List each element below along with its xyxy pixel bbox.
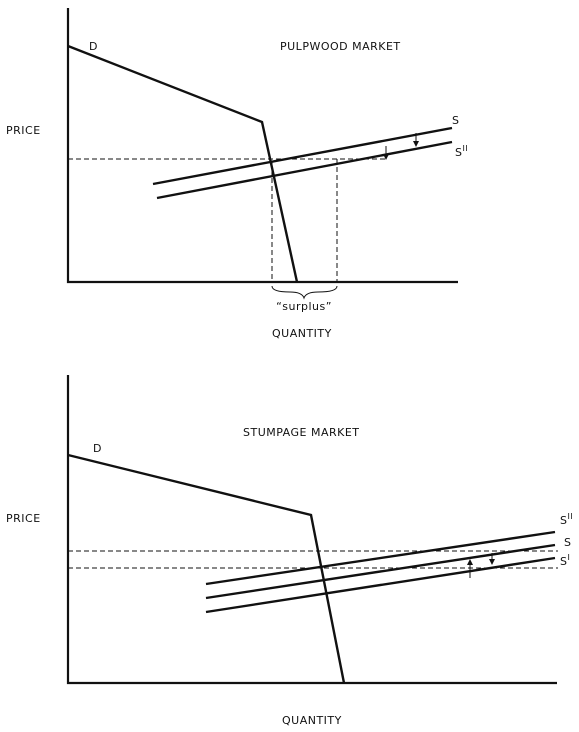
- curve-label-base: S: [455, 146, 462, 159]
- stumpage-panel: D STUMPAGE MARKET PRICE SII S SI QUANTIT…: [6, 375, 573, 727]
- curve-label-sup: I: [567, 553, 570, 562]
- y-label: PRICE: [6, 512, 41, 525]
- x-label: QUANTITY: [282, 714, 342, 727]
- curve-label-base: S: [560, 555, 567, 568]
- curve-label: SI: [560, 553, 570, 568]
- supply-curve: [205, 543, 556, 600]
- supply-curve-shifted: [156, 140, 453, 200]
- axes: [66, 375, 557, 685]
- axes: [66, 8, 458, 284]
- y-label: PRICE: [6, 124, 41, 137]
- supply-curve-down: [205, 556, 556, 614]
- curve-label: S: [564, 536, 571, 549]
- pulpwood-panel: D PULPWOOD MARKET PRICE S SII “surplus” …: [6, 8, 468, 340]
- curve-label: SII: [560, 512, 573, 527]
- demand-curve: [67, 44, 299, 283]
- demand-curve: [67, 453, 346, 684]
- annotation: “surplus”: [276, 300, 332, 313]
- curve-label-sup: II: [462, 144, 468, 153]
- supply-curve-up: [205, 530, 556, 586]
- curve-label: SII: [455, 144, 468, 159]
- supply-curve: [152, 126, 453, 186]
- brace: [271, 285, 338, 300]
- curve-label: S: [452, 114, 459, 127]
- x-label: QUANTITY: [272, 327, 332, 340]
- curve-label: D: [89, 40, 98, 53]
- panel-title: STUMPAGE MARKET: [243, 426, 360, 439]
- panel-title: PULPWOOD MARKET: [280, 40, 401, 53]
- curve-label-sup: II: [567, 512, 573, 521]
- curve-label-base: S: [560, 514, 567, 527]
- curve-label: D: [93, 442, 102, 455]
- quantity-lines: [271, 159, 338, 282]
